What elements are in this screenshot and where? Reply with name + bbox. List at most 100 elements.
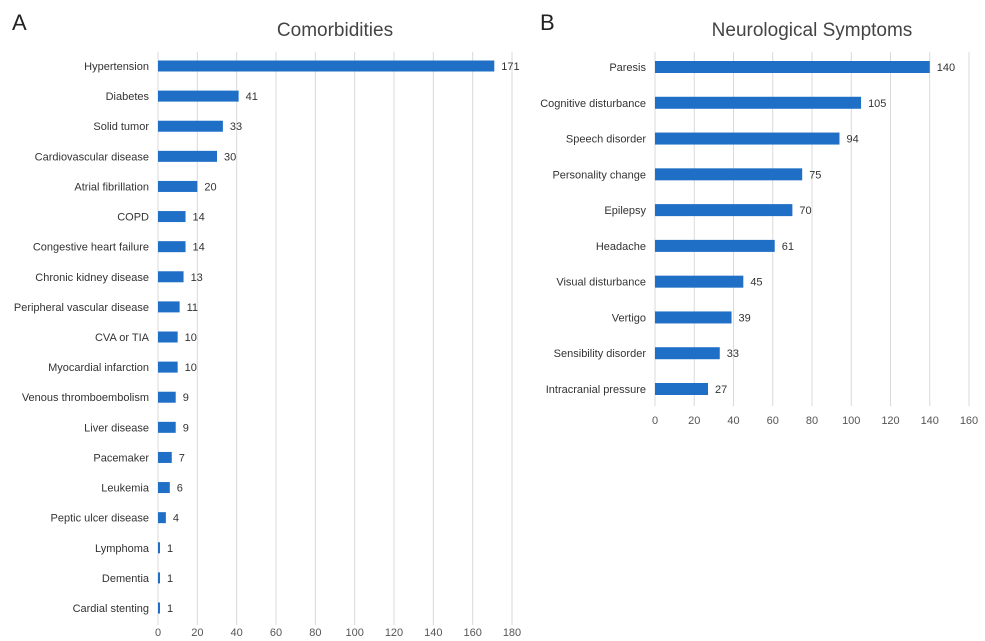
chart-a-data-label: 1 [167,603,173,615]
chart-b-bar [655,311,732,324]
chart-a-x-tick-label: 120 [385,627,403,639]
chart-a-data-label: 33 [230,121,242,133]
chart-a-bar [158,150,217,162]
chart-a-x-tick-label: 160 [463,627,481,639]
chart-a-x-tick-label: 0 [155,627,161,639]
chart-a-category-label: Venous thromboembolism [22,392,149,404]
chart-b-category-label: Paresis [609,62,646,74]
chart-a-data-label: 4 [173,513,179,525]
chart-b-bar [655,96,862,109]
chart-b-category-label: Headache [596,241,646,253]
chart-b-bar [655,239,775,252]
chart-a-bar [158,90,239,102]
chart-b-data-label: 39 [739,312,751,324]
chart-b-data-label: 70 [799,205,811,217]
chart-a-bar [158,211,186,223]
chart-a-category-label: Lymphoma [95,543,150,555]
chart-a-category-label: Cardial stenting [73,603,149,615]
chart-a-bar [158,241,186,253]
chart-b-bar [655,347,720,360]
chart-a-bar [158,602,160,614]
chart-a-data-label: 30 [224,151,236,163]
chart-a-bar [158,482,170,494]
chart-a-data-label: 9 [183,392,189,404]
chart-a-bar [158,301,180,313]
chart-a-bar [158,421,176,433]
chart-b-category-label: Cognitive disturbance [540,98,646,110]
chart-b-bar [655,132,840,145]
panel-a-letter: A [12,10,27,35]
chart-a-data-label: 13 [191,272,203,284]
chart-a-category-label: Peripheral vascular disease [14,302,149,314]
chart-b-title: Neurological Symptoms [711,20,913,41]
chart-b-category-label: Personality change [552,169,646,181]
chart-a-category-label: Chronic kidney disease [35,272,149,284]
chart-a-x-tick-label: 40 [231,627,243,639]
chart-b-data-label: 105 [868,98,886,110]
chart-b-bar [655,61,930,73]
chart-a-bar [158,391,176,403]
chart-b-data-label: 140 [937,62,955,74]
chart-b-bar [655,168,803,181]
chart-a-category-label: Myocardial infarction [48,362,149,374]
chart-a-category-label: Liver disease [84,422,149,434]
chart-b-x-tick-label: 140 [921,415,939,427]
chart-a-bar [158,451,172,463]
chart-a-x-tick-label: 20 [191,627,203,639]
chart-b-x-tick-label: 40 [727,415,739,427]
chart-a-category-label: Peptic ulcer disease [51,513,149,525]
chart-a-x-tick-label: 180 [503,627,521,639]
chart-b-x-tick-label: 160 [960,415,978,427]
chart-b-category-label: Vertigo [612,312,646,324]
chart-a-bar [158,512,166,524]
chart-b-category-label: Speech disorder [566,134,646,146]
chart-a-bar [158,361,178,373]
chart-a-category-label: Congestive heart failure [33,242,149,254]
chart-a-data-label: 1 [167,573,173,585]
chart-a-data-label: 11 [187,302,198,314]
chart-b-bar [655,383,708,395]
chart-a-category-label: Pacemaker [93,452,149,464]
chart-b-category-label: Visual disturbance [556,277,646,289]
chart-a-bar [158,271,184,283]
chart-b-category-label: Sensibility disorder [554,348,647,360]
chart-b-x-tick-label: 0 [652,415,658,427]
chart-a-data-label: 20 [204,181,216,193]
chart-a-category-label: Leukemia [101,483,150,495]
chart-a-data-label: 1 [167,543,173,555]
chart-a-bar [158,180,198,192]
chart-a-x-tick-label: 80 [309,627,321,639]
chart-a-category-label: Hypertension [84,61,149,73]
chart-a-data-label: 9 [183,422,189,434]
chart-b-x-tick-label: 80 [806,415,818,427]
chart-a-data-label: 41 [246,91,258,103]
chart-b-x-tick-label: 100 [842,415,860,427]
chart-a-data-label: 14 [193,212,205,224]
chart-b-category-label: Epilepsy [604,205,646,217]
chart-a-category-label: Diabetes [106,91,150,103]
panel-b-letter: B [540,10,555,35]
chart-a-data-label: 171 [501,61,519,73]
chart-a-category-label: Cardiovascular disease [35,151,149,163]
chart-b-data-label: 45 [750,277,762,289]
chart-a-bar [158,572,160,584]
chart-b-bar [655,275,744,288]
chart-a-data-label: 10 [185,362,197,374]
chart-b-data-label: 94 [846,134,858,146]
chart-b-x-tick-label: 20 [688,415,700,427]
chart-b-data-label: 33 [727,348,739,360]
chart-a-category-label: Atrial fibrillation [74,181,149,193]
chart-a-x-tick-label: 100 [345,627,363,639]
chart-b-x-tick-label: 120 [881,415,899,427]
chart-a-x-tick-label: 60 [270,627,282,639]
chart-b-x-tick-label: 60 [767,415,779,427]
chart-a-category-label: COPD [117,212,149,224]
chart-a-category-label: Solid tumor [93,121,149,133]
chart-a-title: Comorbidities [276,20,394,41]
chart-b-data-label: 75 [809,169,821,181]
chart-a-x-tick-label: 140 [424,627,442,639]
chart-b-bar [655,204,793,217]
chart-b-data-label: 27 [715,384,727,396]
chart-a-bar [158,60,495,72]
